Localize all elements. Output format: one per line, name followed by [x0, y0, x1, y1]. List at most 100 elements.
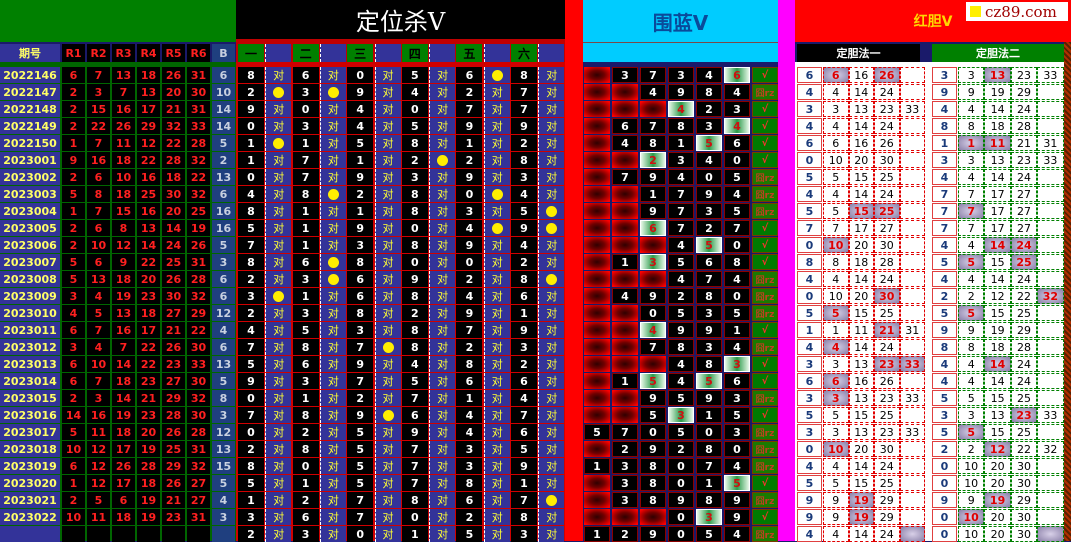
red-ball-cell: 26 [187, 237, 210, 253]
wl-status-cell: 囧rz [752, 186, 778, 202]
kill-digit-cell: 2 [401, 305, 428, 321]
m2-hit-cell: 11 [984, 135, 1011, 151]
position-result-header [374, 44, 401, 62]
wl-status-cell: √ [752, 373, 778, 389]
position-result-header [429, 44, 456, 62]
kill-digit-cell: 3 [292, 84, 319, 100]
wl-cell: 2 [696, 101, 722, 117]
m2-num-cell [1037, 169, 1064, 185]
red-ball-cell: 25 [162, 254, 185, 270]
red-ball-cell: 30 [187, 84, 210, 100]
miss-dot-icon [273, 290, 285, 302]
kill-digit-cell: 8 [292, 441, 319, 457]
kill-hit-cell: 对 [483, 458, 510, 474]
kill-digit-cell: 5 [347, 424, 374, 440]
m2-num-cell: 18 [984, 339, 1011, 355]
wl-status-cell: 囧rz [752, 271, 778, 287]
kill-digit-cell: 7 [511, 84, 537, 100]
kill-hit-cell: 对 [265, 526, 292, 542]
red-ball-cell: 7 [112, 84, 135, 100]
m2-num-cell: 12 [984, 288, 1011, 304]
red-ball-cell: 32 [187, 390, 210, 406]
m2-num-cell: 20 [984, 509, 1011, 525]
m2-num-cell: 25 [1010, 390, 1038, 406]
m1-num-cell: 33 [899, 101, 925, 117]
red-ball-cell: 22 [187, 322, 210, 338]
wl-cell: 0 [668, 509, 694, 525]
m2-num-cell [1037, 186, 1064, 202]
m1-num-cell: 14 [848, 186, 874, 202]
red-ball-cell: 2 [62, 118, 85, 134]
m1-num-cell: 24 [874, 186, 900, 202]
kill-digit-cell: 8 [347, 305, 374, 321]
red-ball-cell: 18 [112, 509, 135, 525]
kill-hit-cell: 对 [538, 322, 565, 338]
m1-hit-cell: 19 [848, 509, 874, 525]
m1-key-cell: 3 [797, 356, 822, 372]
wl-cell: 7 [724, 220, 750, 236]
wl-status-cell: 囧rz [752, 203, 778, 219]
period-cell: 2023009 [0, 288, 60, 304]
wl-cell: 9 [668, 322, 694, 338]
kill-hit-cell: 对 [483, 509, 510, 525]
m1-num-cell: 24 [874, 526, 900, 542]
kill-hit-cell: 对 [538, 475, 565, 491]
m1-hit-cell: 4 [823, 339, 849, 355]
kill-digit-cell: 9 [347, 407, 374, 423]
kill-digit-cell: 0 [238, 118, 264, 134]
miss-dot-icon [273, 137, 285, 149]
m2-num-cell: 29 [1010, 84, 1038, 100]
kill-miss-cell [538, 220, 565, 236]
red-ball-cell: 15 [112, 203, 135, 219]
red-ball-cell: 3 [87, 390, 110, 406]
red-header-5: R5 [162, 44, 185, 62]
m1-hit-cell: 10 [823, 441, 849, 457]
wl-empty-cell [584, 254, 610, 270]
m1-key-cell: 9 [797, 509, 822, 525]
red-ball-cell: 6 [62, 356, 85, 372]
wl-cell: 1 [668, 135, 694, 151]
m1-hit-cell: 15 [848, 203, 874, 219]
m2-num-cell: 21 [1010, 135, 1038, 151]
red-ball-cell: 14 [112, 356, 135, 372]
red-ball-cell [137, 526, 160, 542]
wl-hit-cell: 5 [640, 373, 666, 389]
site-logo[interactable]: cz89.com [966, 2, 1068, 21]
kill-hit-cell: 对 [538, 356, 565, 372]
red-ball-cell: 31 [187, 441, 210, 457]
red-ball-cell: 18 [137, 475, 160, 491]
m1-num-cell: 30 [874, 152, 900, 168]
red-ball-cell: 2 [62, 101, 85, 117]
kill-digit-cell: 6 [292, 509, 319, 525]
m1-num-cell: 4 [823, 118, 849, 134]
m2-num-cell: 14 [984, 169, 1011, 185]
miss-dot-icon [327, 86, 339, 98]
kill-digit-cell: 1 [511, 475, 537, 491]
red-ball-cell: 3 [62, 339, 85, 355]
m2-num-cell: 30 [1010, 475, 1038, 491]
kill-hit-cell: 对 [538, 118, 565, 134]
red-ball-cell: 22 [137, 339, 160, 355]
m1-num-cell: 15 [848, 169, 874, 185]
kill-hit-cell: 对 [265, 424, 292, 440]
kill-hit-cell: 对 [538, 373, 565, 389]
miss-dot-icon [437, 154, 449, 166]
kill-hit-cell: 对 [538, 509, 565, 525]
m2-key-cell: 5 [932, 254, 957, 270]
m2-num-cell: 19 [984, 84, 1011, 100]
wl-cell: 5 [668, 305, 694, 321]
wl-empty-cell [584, 288, 610, 304]
red-ball-cell: 3 [62, 288, 85, 304]
m1-key-cell: 4 [797, 526, 822, 542]
blue-header: B [212, 44, 235, 62]
red-ball-cell: 27 [187, 475, 210, 491]
kill-hit-cell: 对 [483, 254, 510, 270]
blue-ball-cell: 8 [212, 390, 235, 406]
kill-hit-cell: 对 [538, 424, 565, 440]
m1-num-cell: 17 [848, 220, 874, 236]
m2-num-cell: 24 [1010, 373, 1038, 389]
wl-cell: 9 [668, 492, 694, 508]
wl-cell: 5 [724, 203, 750, 219]
kill-hit-cell: 对 [429, 407, 456, 423]
kill-miss-cell [483, 67, 510, 83]
